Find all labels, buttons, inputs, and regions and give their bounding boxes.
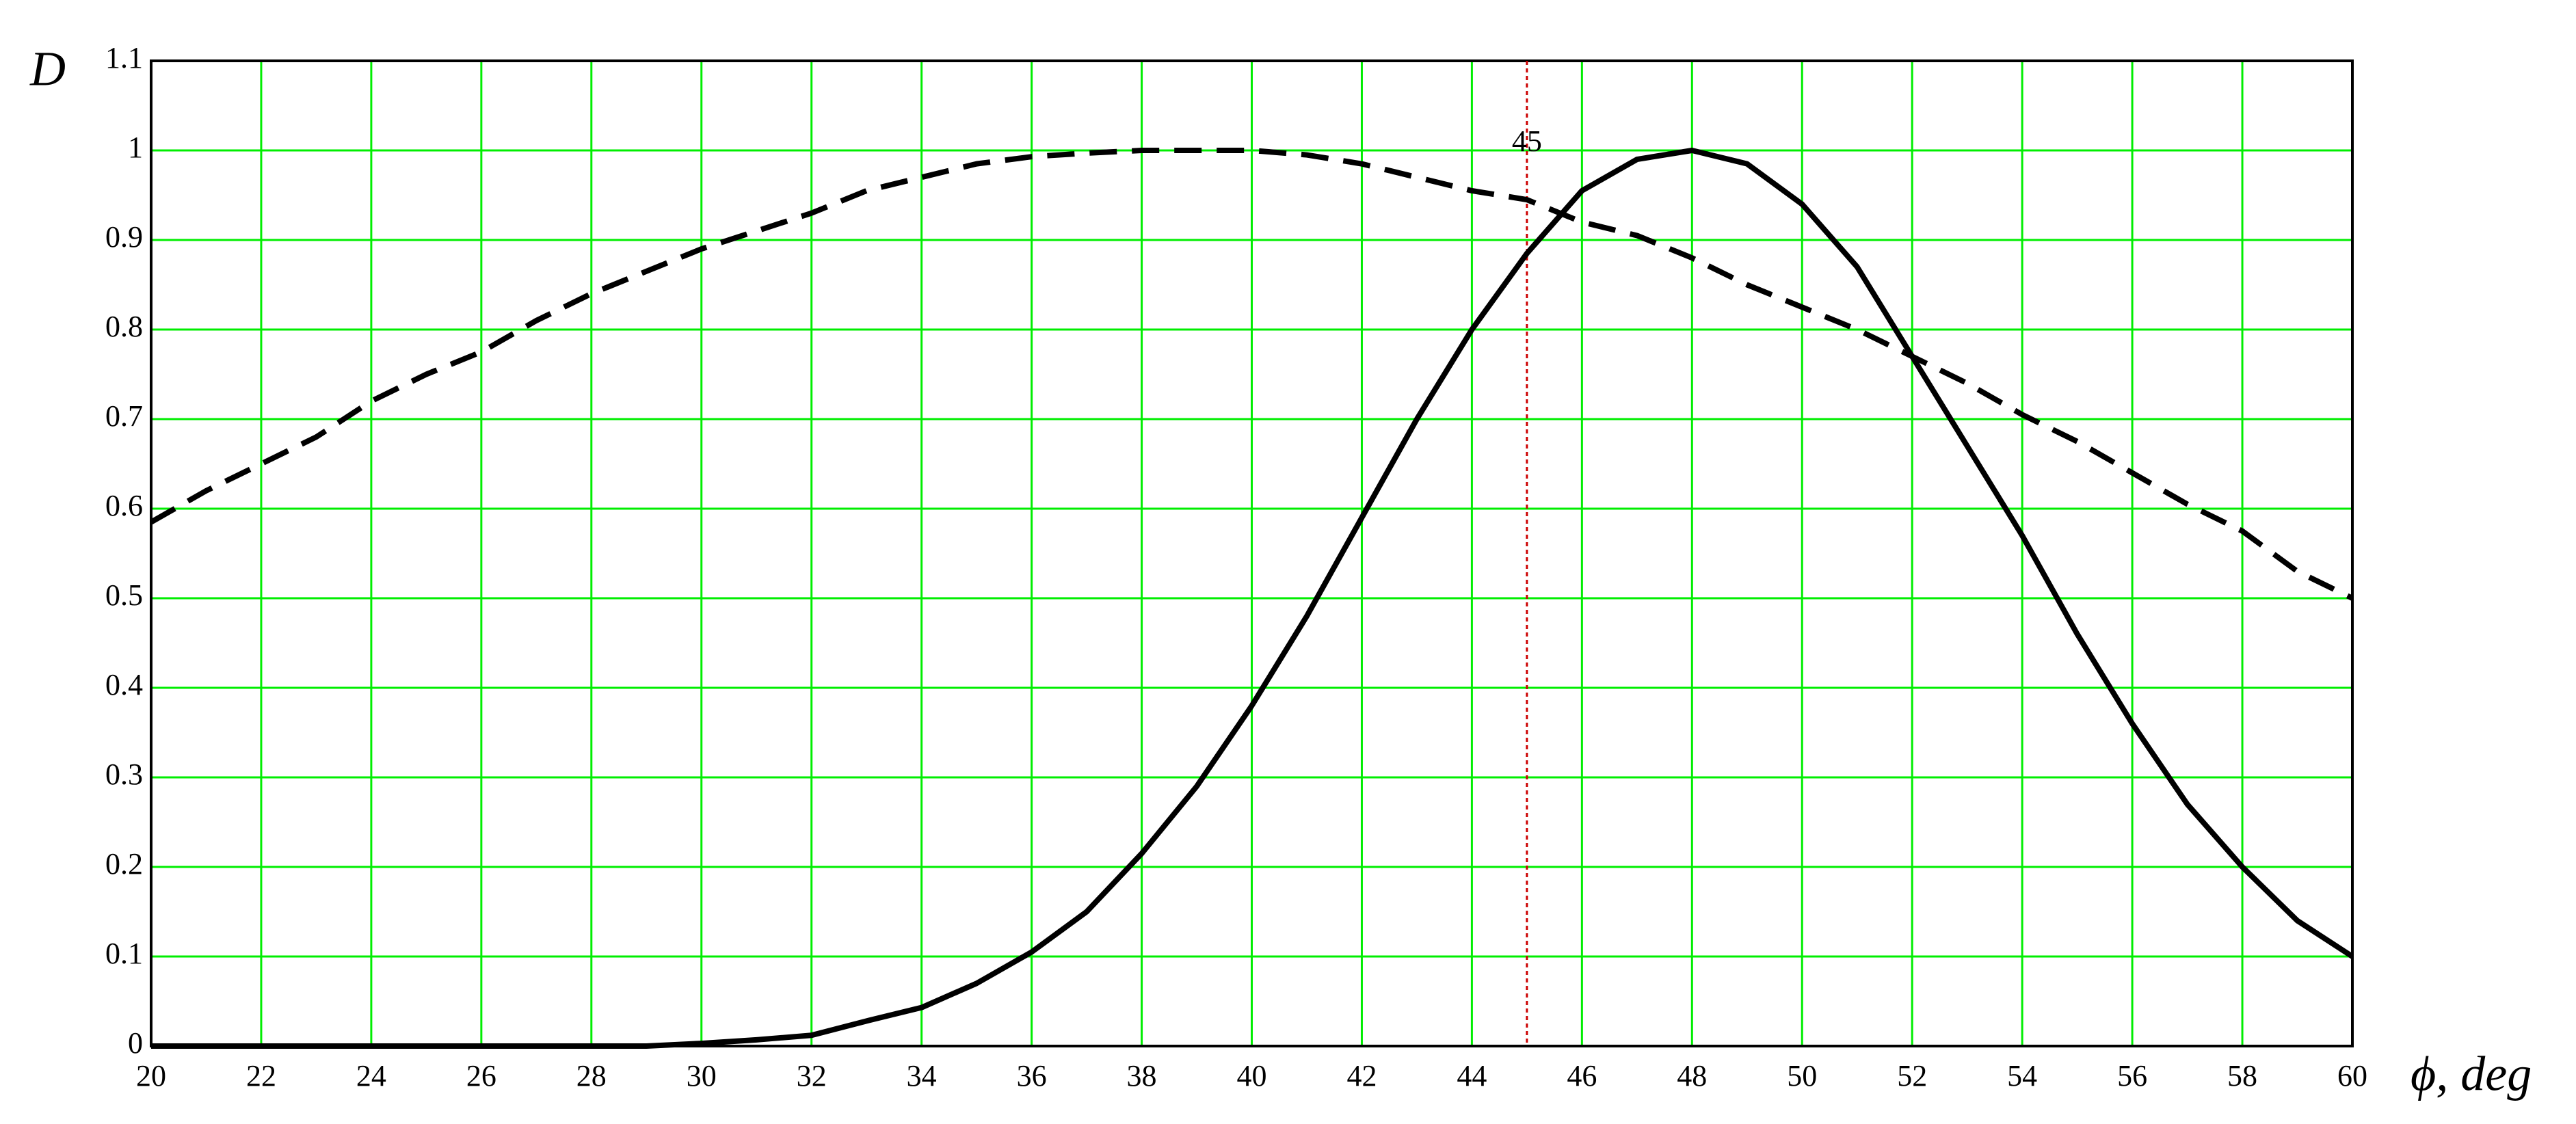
x-tick-label: 38 (1127, 1059, 1157, 1093)
x-tick-label: 42 (1346, 1059, 1377, 1093)
x-tick-label: 24 (356, 1059, 386, 1093)
y-tick-label: 0.5 (105, 578, 143, 612)
x-tick-label: 56 (2117, 1059, 2147, 1093)
y-tick-label: 0.9 (105, 220, 143, 254)
y-tick-label: 0.6 (105, 489, 143, 522)
x-tick-label: 54 (2007, 1059, 2037, 1093)
y-tick-label: 1 (128, 131, 143, 164)
x-tick-label: 34 (907, 1059, 937, 1093)
data-line (150, 148, 2354, 601)
data-line (151, 148, 2354, 1049)
x-tick-label: 32 (797, 1059, 827, 1093)
y-tick-label: 0.8 (105, 310, 143, 343)
x-tick-label: 48 (1677, 1059, 1707, 1093)
x-tick-label: 20 (136, 1059, 166, 1093)
x-tick-label: 28 (576, 1059, 607, 1093)
x-tick-label: 30 (687, 1059, 717, 1093)
x-tick-label: 50 (1787, 1059, 1817, 1093)
plot-frame (150, 59, 2354, 1047)
y-tick-label: 0.1 (105, 937, 143, 970)
x-tick-label: 40 (1237, 1059, 1267, 1093)
x-tick-label: 52 (1897, 1059, 1927, 1093)
y-tick-label: 0.2 (105, 847, 143, 881)
reference-label: 45 (1512, 124, 1542, 158)
x-tick-label: 36 (1017, 1059, 1047, 1093)
x-tick-label: 46 (1567, 1059, 1597, 1093)
x-tick-label: 22 (246, 1059, 276, 1093)
x-tick-label: 26 (466, 1059, 496, 1093)
x-tick-label: 44 (1457, 1059, 1487, 1093)
y-tick-label: 0.3 (105, 758, 143, 791)
x-axis-label: ϕ, deg (2411, 1047, 2532, 1101)
y-tick-label: 0.7 (105, 399, 143, 433)
y-tick-label: 1.1 (105, 41, 143, 75)
y-tick-label: 0 (128, 1026, 143, 1060)
y-axis-label: D (29, 42, 66, 96)
x-tick-label: 58 (2227, 1059, 2257, 1093)
y-tick-label: 0.4 (105, 668, 143, 701)
x-tick-label: 60 (2337, 1059, 2367, 1093)
